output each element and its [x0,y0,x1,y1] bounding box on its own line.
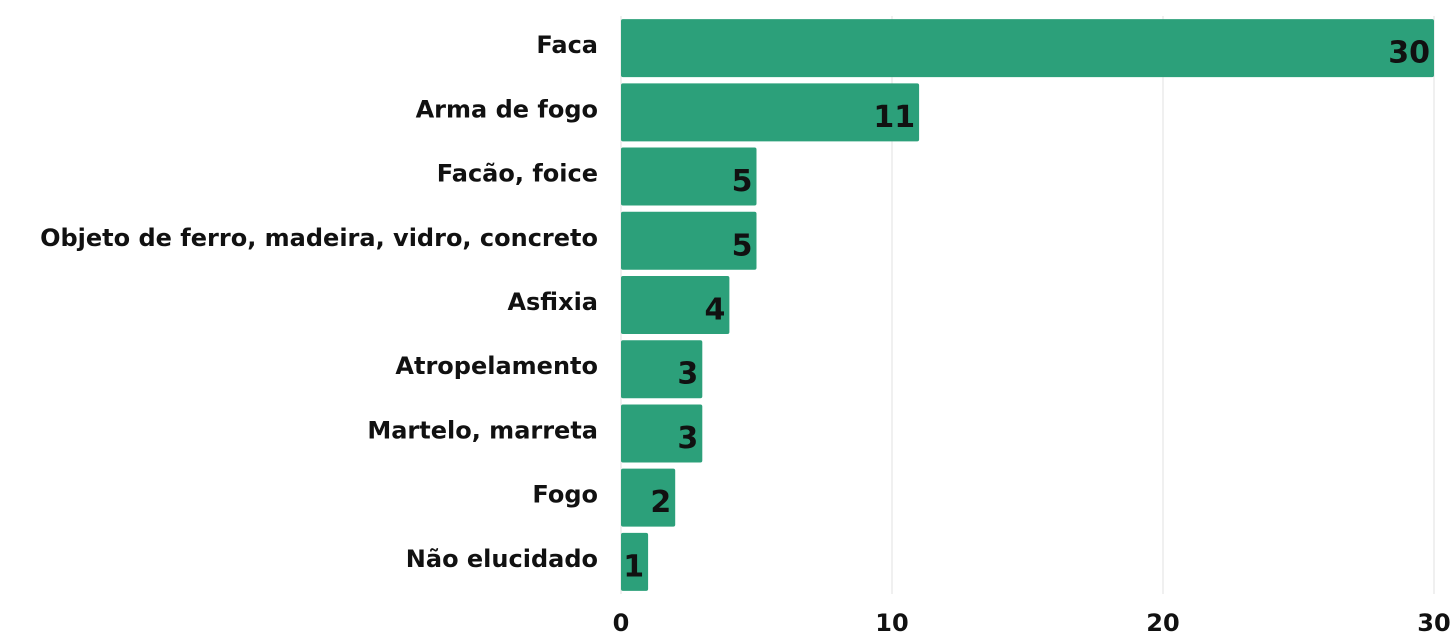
y-tick-label: Arma de fogo [416,95,598,123]
x-tick-label: 30 [1417,609,1450,636]
bar [621,19,1434,78]
bar [621,83,920,142]
bar [621,211,757,270]
y-tick-label: Fogo [532,481,598,509]
y-tick-label: Martelo, marreta [367,416,598,444]
value-label: 30 [1388,36,1430,71]
value-label: 11 [873,100,915,135]
y-tick-label: Facão, foice [437,160,598,188]
x-tick-label: 20 [1146,609,1179,636]
y-tick-label: Asfixia [507,288,598,316]
value-label: 5 [732,228,753,263]
value-label: 2 [650,485,671,520]
bar [621,532,649,591]
value-label: 1 [623,549,644,584]
y-tick-label: Não elucidado [406,545,598,573]
value-label: 3 [677,357,698,392]
x-tick-label: 0 [613,609,630,636]
x-tick-label: 10 [875,609,908,636]
value-label: 3 [677,421,698,456]
y-tick-label: Objeto de ferro, madeira, vidro, concret… [40,224,598,252]
bar [621,468,676,527]
bar [621,404,703,463]
bar [621,340,703,399]
y-tick-label: Atropelamento [395,352,598,380]
value-label: 5 [732,164,753,199]
y-tick-label: Faca [536,31,598,59]
bar [621,276,730,334]
bar [621,147,757,206]
value-label: 4 [705,293,726,328]
